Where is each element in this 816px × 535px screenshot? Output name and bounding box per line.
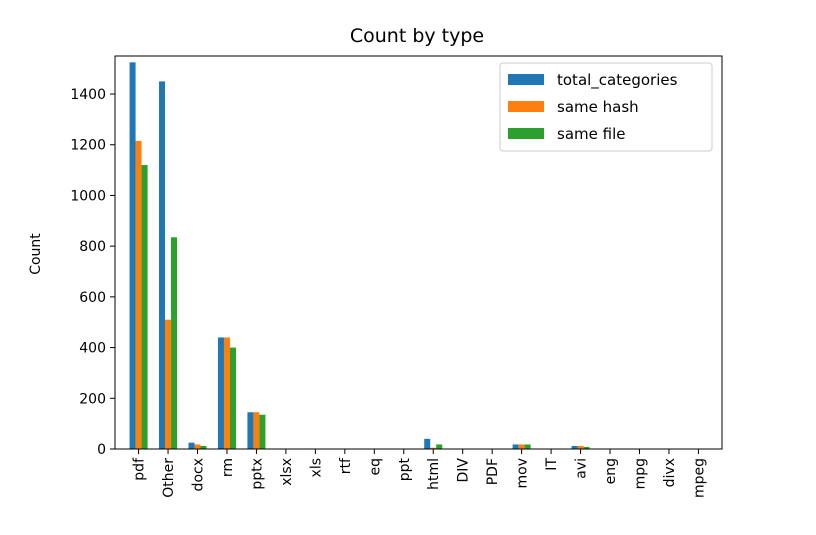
bar-total_categories-mov <box>512 444 519 449</box>
bar-same-hash-html <box>430 447 437 449</box>
bar-total_categories-avi <box>571 445 578 449</box>
x-tick-label-PDF: PDF <box>485 458 501 485</box>
x-tick-label-pptx: pptx <box>249 458 265 490</box>
legend-label-same-hash: same hash <box>557 98 639 116</box>
bar-same-hash-Other <box>165 319 172 449</box>
y-tick-label: 1200 <box>70 138 106 154</box>
x-tick-label-pdf: pdf <box>132 457 148 481</box>
chart-title: Count by type <box>350 25 484 47</box>
x-tick-label-eng: eng <box>603 458 619 484</box>
bar-total_categories-docx <box>188 442 195 449</box>
bar-same-hash-mov <box>518 444 525 449</box>
bar-total_categories-pptx <box>247 412 254 449</box>
x-tick-label-DIV: DIV <box>456 458 472 483</box>
y-tick-label: 400 <box>79 341 106 357</box>
bar-same-file-avi <box>583 446 590 449</box>
x-tick-label-xlsx: xlsx <box>279 458 295 486</box>
bar-total_categories-Other <box>159 81 166 449</box>
legend-swatch-same-hash <box>508 101 544 112</box>
x-tick-label-docx: docx <box>191 458 207 491</box>
x-tick-label-html: html <box>426 458 442 490</box>
bar-same-file-html <box>436 444 443 449</box>
x-tick-label-ppt: ppt <box>397 457 413 481</box>
legend-label-total_categories: total_categories <box>557 71 678 90</box>
x-tick-label-mpg: mpg <box>633 458 649 489</box>
legend-swatch-same-file <box>508 128 544 139</box>
bar-same-file-mov <box>524 444 531 449</box>
y-tick-label: 200 <box>79 391 106 407</box>
y-tick-label: 800 <box>79 239 106 255</box>
y-tick-label: 1000 <box>70 188 106 204</box>
bar-total_categories-rm <box>217 337 224 449</box>
bar-same-hash-pptx <box>253 412 260 449</box>
x-tick-label-mov: mov <box>515 458 531 489</box>
x-tick-label-rm: rm <box>220 458 236 477</box>
y-tick-label: 600 <box>79 290 106 306</box>
x-tick-label-avi: avi <box>574 458 590 479</box>
legend-label-same-file: same file <box>557 125 625 143</box>
y-tick-label: 0 <box>97 442 106 458</box>
bar-total_categories-html <box>424 438 431 449</box>
plot-frame <box>114 55 723 450</box>
x-tick-label-xls: xls <box>308 458 324 477</box>
bar-same-file-rm <box>229 347 236 449</box>
x-tick-label-mpeg: mpeg <box>691 458 707 498</box>
legend-box <box>499 62 713 152</box>
bar-same-file-pdf <box>141 165 148 449</box>
y-axis-label: Count <box>28 233 44 275</box>
bar-same-hash-pdf <box>135 140 142 449</box>
bar-same-file-Other <box>171 237 178 449</box>
bar-same-hash-docx <box>194 444 201 449</box>
x-tick-label-eq: eq <box>367 458 383 476</box>
x-tick-label-Other: Other <box>161 458 177 498</box>
legend-swatch-total_categories <box>508 74 544 85</box>
bar-same-hash-avi <box>577 445 584 449</box>
y-tick-label: 1400 <box>70 87 106 103</box>
bar-same-file-docx <box>200 445 207 449</box>
bar-total_categories-pdf <box>129 62 136 450</box>
x-tick-label-IT: IT <box>544 458 560 471</box>
plot-bars <box>129 62 708 450</box>
bar-same-hash-rm <box>223 337 230 449</box>
bar-same-file-pptx <box>259 414 266 449</box>
x-tick-label-rtf: rtf <box>338 457 354 474</box>
x-tick-label-divx: divx <box>662 458 678 487</box>
